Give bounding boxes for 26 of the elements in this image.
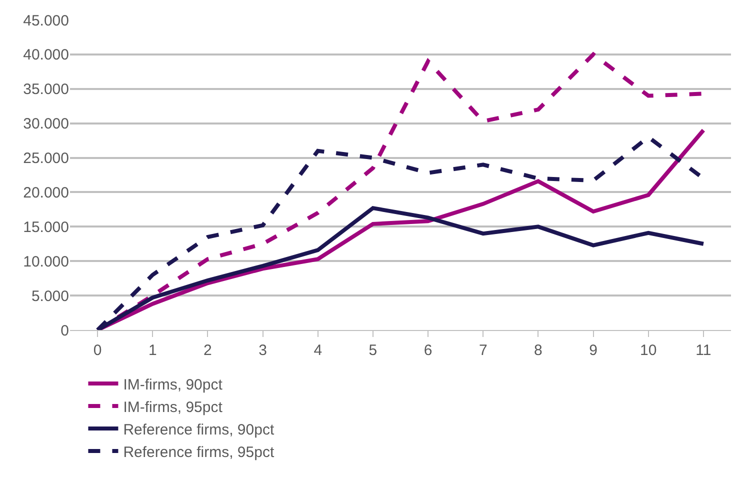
y-tick-label: 15.000	[23, 218, 69, 236]
y-tick-label: 35.000	[23, 81, 69, 98]
x-tick-label: 6	[424, 342, 432, 359]
legend-label: Reference firms, 90pct	[123, 421, 275, 438]
y-tick-label: 5.000	[31, 288, 69, 305]
x-tick-label: 1	[148, 342, 157, 359]
y-tick-label: 25.000	[23, 150, 69, 168]
x-tick-label: 8	[534, 342, 542, 359]
x-tick-label: 4	[314, 342, 322, 359]
x-tick-label: 2	[204, 342, 212, 359]
legend-label: IM-firms, 95pct	[123, 398, 224, 416]
x-tick-label: 10	[640, 342, 657, 359]
x-tick-label: 0	[93, 342, 102, 359]
y-tick-label: 30.000	[23, 116, 69, 133]
y-tick-label: 20.000	[23, 184, 69, 202]
legend-label: IM-firms, 90pct	[123, 376, 224, 394]
x-tick-label: 3	[258, 342, 267, 359]
y-tick-label: 40.000	[23, 46, 69, 64]
legend-label: Reference firms, 95pct	[123, 444, 275, 461]
x-tick-label: 7	[478, 342, 488, 359]
x-tick-label: 5	[368, 342, 378, 359]
y-tick-label: 0	[60, 322, 69, 340]
x-tick-label: 9	[589, 342, 598, 359]
y-tick-label: 45.000	[23, 12, 69, 30]
x-tick-label: 11	[696, 342, 712, 359]
y-tick-label: 10.000	[23, 253, 69, 270]
